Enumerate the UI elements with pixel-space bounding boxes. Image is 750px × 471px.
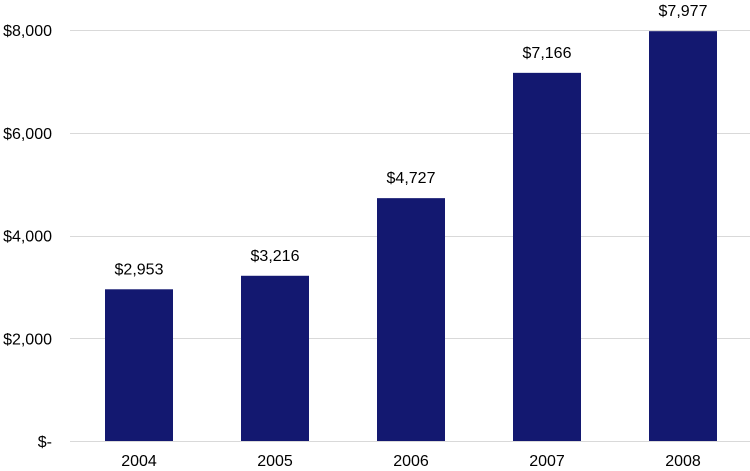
data-label-2006: $4,727 [387, 170, 436, 187]
x-tick-label-2005: 2005 [257, 453, 293, 470]
x-tick-label-2004: 2004 [121, 453, 157, 470]
data-labels: $2,953 $3,216 $4,727 $7,166 $7,977 [115, 3, 708, 278]
y-tick-label: $8,000 [3, 23, 52, 40]
data-label-2004: $2,953 [115, 261, 164, 278]
x-tick-label-2006: 2006 [393, 453, 429, 470]
data-label-2005: $3,216 [251, 248, 300, 265]
bars [105, 31, 717, 442]
y-axis-tick-labels: $- $2,000 $4,000 $6,000 $8,000 [3, 23, 52, 451]
x-tick-label-2007: 2007 [529, 453, 565, 470]
y-tick-label: $2,000 [3, 331, 52, 348]
bar-2008 [649, 31, 717, 441]
y-tick-label: $4,000 [3, 229, 52, 246]
bar-2007 [513, 72, 581, 442]
x-axis-tick-labels: 2004 2005 2006 2007 2008 [121, 453, 701, 470]
x-tick-label-2008: 2008 [665, 453, 701, 470]
bar-2004 [105, 289, 173, 441]
bar-2005 [241, 275, 309, 441]
bar-2006 [377, 198, 445, 441]
data-label-2007: $7,166 [523, 45, 572, 62]
y-tick-label: $6,000 [3, 126, 52, 143]
data-label-2008: $7,977 [659, 3, 708, 20]
y-tick-label: $- [38, 434, 52, 451]
